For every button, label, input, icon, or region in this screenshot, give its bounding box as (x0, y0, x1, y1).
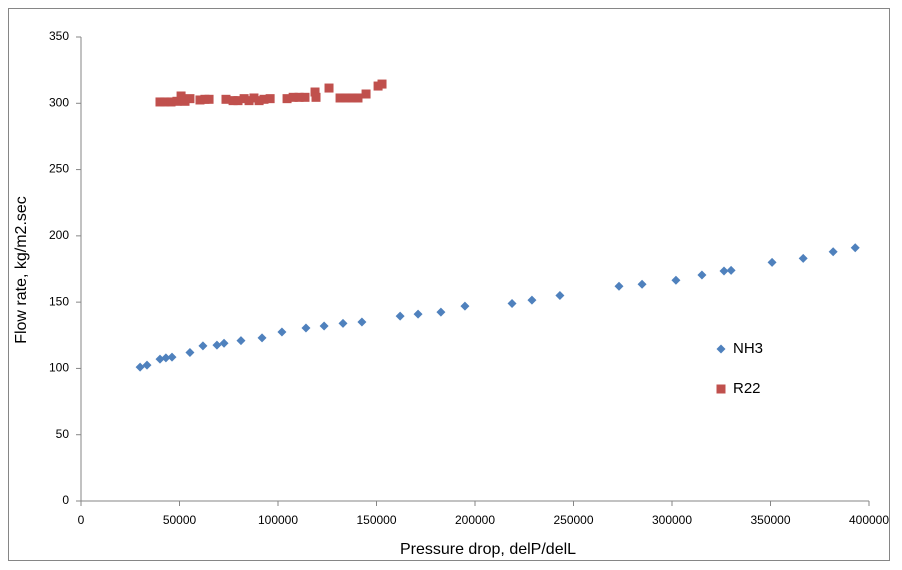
point (614, 281, 624, 291)
point (265, 94, 275, 104)
y-tick-label: 300 (49, 95, 69, 109)
x-tick-label: 300000 (652, 513, 692, 527)
point (160, 97, 170, 107)
y-tick-label: 150 (49, 294, 69, 308)
chart-border (8, 8, 890, 561)
point (236, 336, 246, 346)
point (219, 338, 229, 348)
point (228, 96, 238, 106)
point (249, 93, 259, 103)
point (300, 92, 310, 102)
point (324, 83, 334, 93)
x-tick-label: 150000 (356, 513, 396, 527)
point (221, 94, 231, 104)
point (361, 89, 371, 99)
point (460, 301, 470, 311)
point (212, 340, 222, 350)
legend-label: R22 (733, 380, 761, 397)
point (798, 253, 808, 263)
point (155, 354, 165, 364)
point (135, 362, 145, 372)
point (357, 317, 367, 327)
point (335, 93, 345, 103)
x-tick-label: 350000 (750, 513, 790, 527)
x-tick-label: 100000 (258, 513, 298, 527)
point (527, 295, 537, 305)
point (377, 79, 387, 89)
x-tick-label: 200000 (455, 513, 495, 527)
point (257, 333, 267, 343)
point (172, 96, 182, 106)
point (185, 94, 195, 104)
y-tick-label: 100 (49, 361, 69, 375)
point (767, 257, 777, 267)
point (167, 352, 177, 362)
point (185, 348, 195, 358)
point (198, 341, 208, 351)
point (233, 96, 243, 106)
point (301, 323, 311, 333)
point (311, 92, 321, 102)
point (180, 96, 190, 106)
point (555, 291, 565, 301)
point (239, 94, 249, 104)
point (353, 93, 363, 103)
point (166, 97, 176, 107)
legend-label: NH3 (733, 340, 763, 357)
point (413, 309, 423, 319)
point (277, 327, 287, 337)
point (671, 275, 681, 285)
point (259, 94, 269, 104)
point (828, 247, 838, 257)
point (244, 96, 254, 106)
legend-marker (716, 384, 726, 394)
y-tick-label: 350 (49, 29, 69, 43)
point (142, 360, 152, 370)
y-tick-label: 250 (49, 162, 69, 176)
point (850, 243, 860, 253)
y-tick-label: 50 (56, 427, 70, 441)
y-tick-label: 0 (62, 493, 69, 507)
x-tick-label: 0 (78, 513, 85, 527)
point (395, 311, 405, 321)
point (282, 94, 292, 104)
x-axis-title: Pressure drop, delP/delL (400, 541, 576, 558)
point (195, 95, 205, 105)
point (341, 93, 351, 103)
point (176, 91, 186, 101)
point (204, 94, 214, 104)
point (155, 97, 165, 107)
y-tick-label: 200 (49, 228, 69, 242)
y-axis-title: Flow rate, kg/m2.sec (13, 196, 30, 344)
point (637, 279, 647, 289)
point (719, 266, 729, 276)
point (319, 321, 329, 331)
point (338, 318, 348, 328)
point (726, 265, 736, 275)
point (161, 353, 171, 363)
x-tick-label: 400000 (849, 513, 889, 527)
point (436, 307, 446, 317)
x-tick-label: 50000 (163, 513, 197, 527)
point (507, 298, 517, 308)
point (310, 87, 320, 97)
legend-marker (716, 344, 726, 354)
point (347, 93, 357, 103)
point (254, 96, 264, 106)
point (288, 92, 298, 102)
point (294, 92, 304, 102)
x-tick-label: 250000 (553, 513, 593, 527)
point (697, 270, 707, 280)
